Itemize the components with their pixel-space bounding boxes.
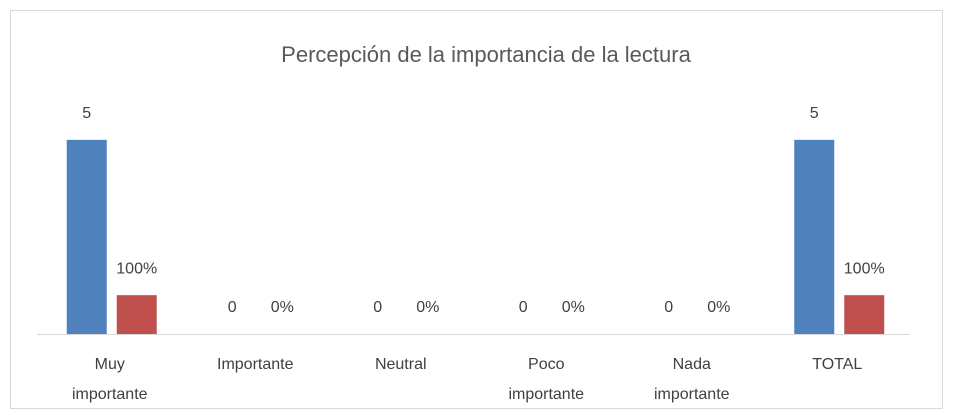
chart-title: Percepción de la importancia de la lectu… — [281, 42, 691, 67]
chart-border — [10, 10, 943, 409]
data-label: 100% — [844, 260, 885, 277]
bar — [844, 295, 885, 334]
x-tick-label: Muy importante — [72, 356, 148, 403]
data-label: 0 — [664, 299, 673, 316]
x-tick-label-line: Poco — [528, 356, 565, 373]
x-tick-label: Importante — [217, 356, 294, 373]
x-tick-label-line: Muy — [95, 356, 125, 373]
data-label: 0% — [416, 299, 439, 316]
data-label: 0% — [271, 299, 294, 316]
x-tick-label: Poco importante — [508, 356, 584, 403]
data-label: 100% — [116, 260, 157, 277]
data-label: 5 — [810, 105, 819, 122]
bar — [794, 139, 835, 334]
bar — [66, 139, 107, 334]
x-tick-label-line: importante — [508, 386, 584, 403]
x-tick-label-line: importante — [654, 386, 730, 403]
x-tick-label: TOTAL — [812, 356, 862, 373]
data-label: 5 — [82, 105, 91, 122]
data-label: 0% — [562, 299, 585, 316]
x-tick-label-line: importante — [72, 386, 148, 403]
bar — [116, 295, 157, 334]
data-label: 0 — [373, 299, 382, 316]
x-tick-label: Neutral — [375, 356, 427, 373]
data-label: 0 — [519, 299, 528, 316]
data-label: 0% — [707, 299, 730, 316]
x-tick-label-line: Nada — [673, 356, 711, 373]
x-tick-label: Nada importante — [654, 356, 730, 403]
data-label: 0 — [228, 299, 237, 316]
